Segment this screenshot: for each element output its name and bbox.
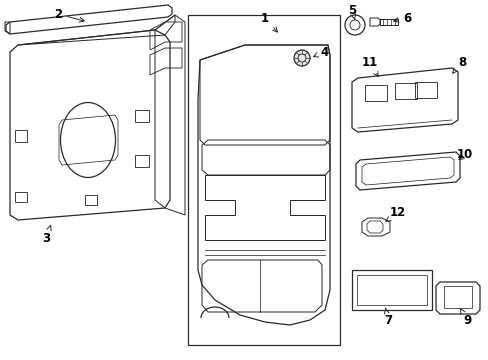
Text: 10: 10: [456, 148, 472, 162]
Text: 4: 4: [313, 45, 328, 58]
Text: 11: 11: [361, 55, 377, 77]
Text: 3: 3: [42, 226, 51, 244]
Text: 2: 2: [54, 8, 84, 22]
Text: 9: 9: [459, 308, 470, 327]
Circle shape: [293, 50, 309, 66]
Text: 8: 8: [452, 55, 465, 73]
Text: 5: 5: [347, 4, 355, 19]
Text: 1: 1: [261, 12, 277, 32]
Text: 12: 12: [385, 207, 406, 221]
Text: 6: 6: [393, 12, 410, 24]
Text: 7: 7: [383, 308, 391, 327]
